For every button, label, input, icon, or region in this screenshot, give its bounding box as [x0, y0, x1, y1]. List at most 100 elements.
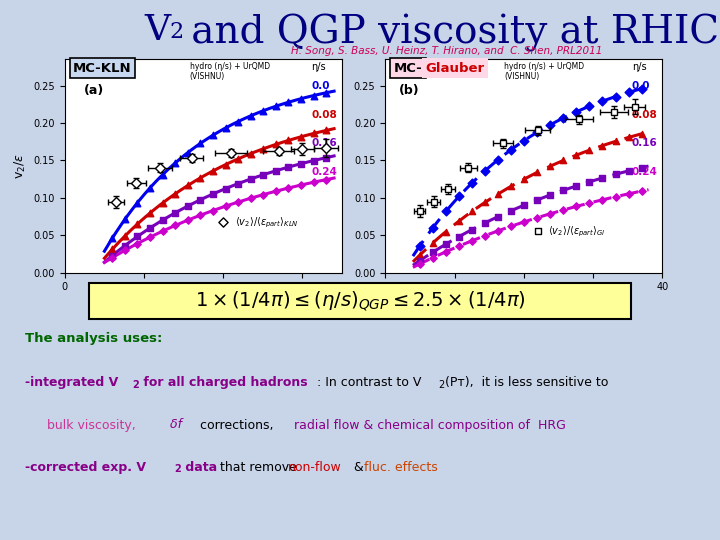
Text: δf: δf — [162, 418, 182, 431]
Text: 0.08: 0.08 — [312, 110, 337, 119]
Point — [505, 206, 517, 215]
Point — [544, 210, 556, 218]
Point — [440, 207, 451, 215]
Text: η/s: η/s — [632, 62, 647, 71]
Point — [584, 146, 595, 154]
Point — [283, 184, 294, 192]
Text: $\langle v_2\rangle/\langle\varepsilon_{part}\rangle_{KLN}$: $\langle v_2\rangle/\langle\varepsilon_{… — [235, 216, 299, 231]
Text: corrections,: corrections, — [196, 418, 274, 431]
Text: MC-: MC- — [394, 62, 422, 75]
Point — [532, 226, 544, 235]
Point — [623, 133, 634, 142]
Point — [283, 98, 294, 106]
Point — [119, 232, 130, 240]
Text: radial flow & chemical composition of  HRG: radial flow & chemical composition of HR… — [282, 418, 566, 431]
Point — [636, 84, 647, 93]
Point — [544, 120, 556, 129]
Text: (a): (a) — [84, 84, 104, 97]
Text: that remove: that remove — [216, 461, 301, 474]
Point — [207, 131, 219, 139]
Point — [283, 136, 294, 145]
Point — [245, 111, 256, 120]
Point — [571, 151, 582, 159]
Point — [557, 156, 569, 165]
Text: : In contrast to V: : In contrast to V — [317, 376, 421, 389]
Point — [480, 219, 491, 227]
Point — [144, 184, 156, 192]
Point — [182, 202, 194, 211]
Point — [320, 176, 332, 184]
Point — [453, 232, 464, 241]
Point — [440, 240, 451, 248]
Point — [544, 191, 556, 199]
Point — [144, 233, 156, 241]
Point — [270, 187, 282, 195]
Point — [320, 89, 332, 97]
Text: data: data — [181, 461, 217, 474]
Point — [217, 218, 229, 226]
Point — [427, 248, 438, 256]
Point — [295, 159, 307, 168]
Y-axis label: v$_2$/$\varepsilon$: v$_2$/$\varepsilon$ — [13, 153, 28, 179]
Point — [220, 160, 231, 169]
Point — [584, 199, 595, 207]
Point — [531, 213, 543, 222]
Point — [610, 137, 621, 146]
Text: Glauber: Glauber — [426, 62, 485, 75]
Point — [597, 195, 608, 204]
Point — [207, 190, 219, 198]
Point — [518, 218, 530, 226]
Point — [132, 239, 143, 248]
Point — [505, 222, 517, 231]
Point — [320, 126, 332, 135]
Text: 0.08: 0.08 — [632, 110, 657, 119]
Text: hydro (η/s) + UrQMD
(VISHNU): hydro (η/s) + UrQMD (VISHNU) — [505, 62, 585, 81]
Point — [107, 253, 118, 262]
Point — [233, 198, 244, 206]
Text: $1\times(1/4\pi)\leq(\eta/s)_{QGP}\leq 2.5\times(1/4\pi)$: $1\times(1/4\pi)\leq(\eta/s)_{QGP}\leq 2… — [194, 289, 526, 313]
Point — [182, 148, 194, 157]
Point — [270, 140, 282, 149]
Text: (b): (b) — [399, 84, 420, 97]
Text: 0.24: 0.24 — [632, 167, 658, 177]
Text: non-flow: non-flow — [288, 461, 342, 474]
Point — [467, 179, 478, 187]
Point — [505, 145, 517, 154]
Point — [557, 186, 569, 194]
Point — [597, 174, 608, 183]
Point — [107, 234, 118, 242]
Text: MC-KLN: MC-KLN — [73, 62, 132, 75]
Point — [518, 136, 530, 145]
Point — [610, 170, 621, 179]
Point — [220, 202, 231, 211]
Point — [144, 224, 156, 232]
Point — [308, 178, 320, 186]
Point — [571, 202, 582, 211]
Text: 0.16: 0.16 — [312, 138, 337, 149]
Point — [295, 94, 307, 103]
Text: hydro (η/s) + UrQMD
(VISHNU): hydro (η/s) + UrQMD (VISHNU) — [189, 62, 270, 81]
Point — [283, 163, 294, 171]
Point — [220, 124, 231, 132]
Point — [245, 149, 256, 158]
Point — [492, 190, 504, 198]
Point — [182, 216, 194, 225]
Point — [414, 256, 426, 265]
Point — [220, 184, 231, 193]
X-axis label: (1/S) dN$_{ch}$/dy (fm$^{-2}$): (1/S) dN$_{ch}$/dy (fm$^{-2}$) — [154, 298, 253, 314]
Point — [610, 92, 621, 101]
Point — [295, 181, 307, 190]
Point — [427, 239, 438, 247]
Point — [157, 199, 168, 207]
Point — [597, 97, 608, 105]
Text: -corrected exp. V: -corrected exp. V — [25, 461, 146, 474]
Text: -integrated V: -integrated V — [25, 376, 119, 389]
Point — [531, 168, 543, 177]
Point — [258, 106, 269, 115]
X-axis label: (1/S) dN$_{ch}$/dy (fm$^{-2}$): (1/S) dN$_{ch}$/dy (fm$^{-2}$) — [474, 298, 573, 314]
Point — [157, 216, 168, 225]
Point — [258, 190, 269, 199]
Text: bulk viscosity,: bulk viscosity, — [47, 418, 135, 431]
Point — [233, 117, 244, 126]
Point — [194, 211, 206, 220]
